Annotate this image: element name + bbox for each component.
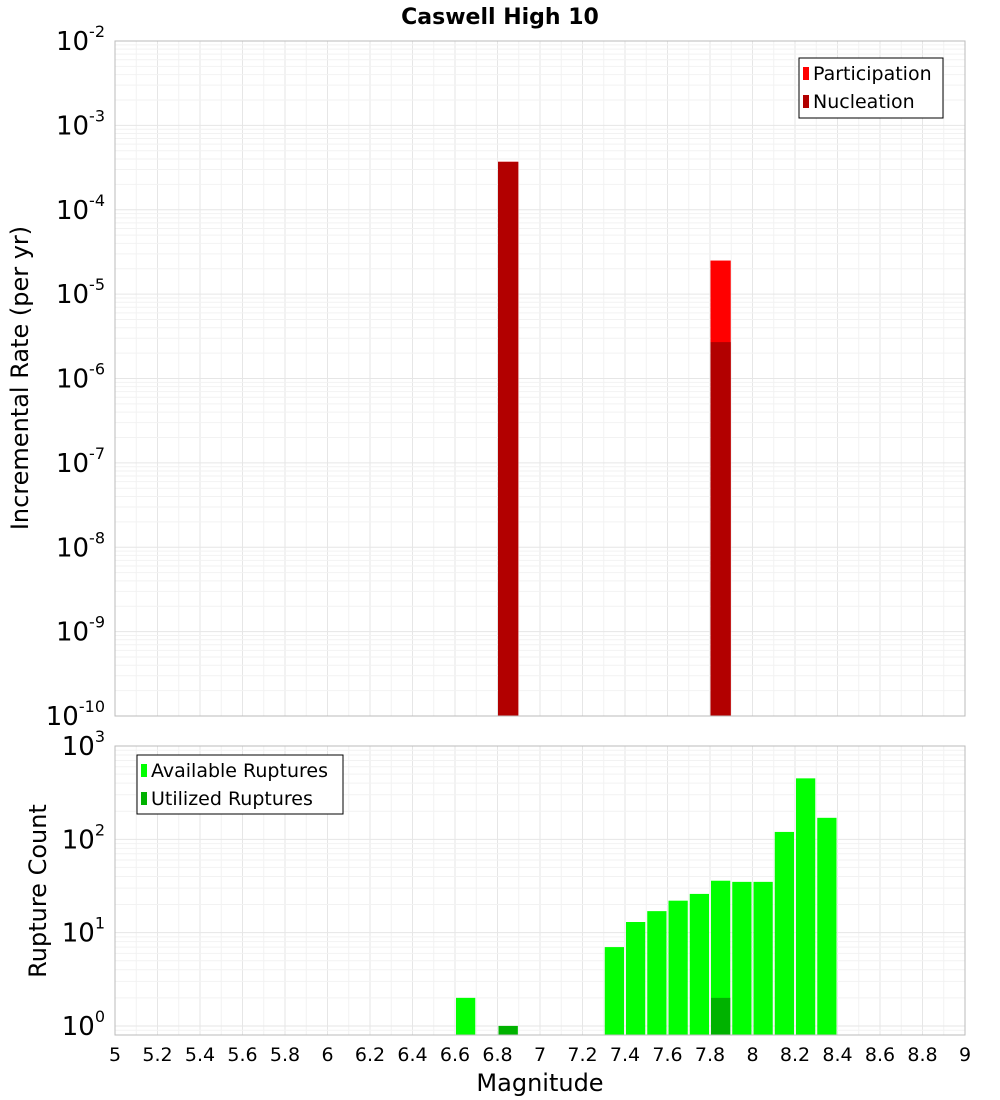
- count-legend-swatch: [141, 764, 147, 777]
- count-bar-utilized-ruptures: [711, 997, 731, 1035]
- x-tick-label: 5.6: [227, 1044, 257, 1066]
- x-tick-label: 8.4: [822, 1044, 852, 1066]
- x-tick-label: 5.8: [270, 1044, 300, 1066]
- rate-legend-swatch: [803, 67, 809, 80]
- x-tick-label: 5: [109, 1044, 121, 1066]
- count-y-tick-label: 103: [62, 727, 105, 762]
- x-tick-label: 7.8: [695, 1044, 725, 1066]
- rate-legend-swatch: [803, 95, 809, 108]
- count-bar-available-ruptures: [689, 893, 709, 1035]
- x-tick-label: 8.6: [865, 1044, 895, 1066]
- rate-y-tick-label: 10-3: [56, 106, 105, 141]
- count-plot-frame: [114, 745, 966, 1036]
- rate-y-tick-label: 10-10: [46, 697, 105, 732]
- count-y-tick-label: 100: [62, 1007, 105, 1042]
- count-bar-utilized-ruptures: [498, 1025, 518, 1035]
- count-bar-available-ruptures: [732, 881, 752, 1035]
- rate-y-tick-label: 10-6: [56, 360, 105, 395]
- rate-y-tick-label: 10-5: [56, 275, 105, 310]
- count-y-tick-label: 102: [62, 820, 105, 855]
- count-bar-available-ruptures: [626, 922, 646, 1035]
- x-tick-label: 8.8: [907, 1044, 937, 1066]
- count-legend-swatch: [141, 792, 147, 805]
- count-legend: Available Ruptures Utilized Ruptures: [136, 754, 344, 815]
- rate-plot-frame: [114, 40, 966, 717]
- rate-y-tick-label: 10-8: [56, 528, 105, 563]
- x-tick-label: 7.4: [610, 1044, 640, 1066]
- rate-legend-box: [798, 57, 944, 119]
- x-axis-label: Magnitude: [476, 1069, 603, 1097]
- count-legend-label: Available Ruptures: [151, 760, 328, 782]
- rate-y-tick-label: 10-9: [56, 613, 105, 648]
- count-bar-available-ruptures: [711, 880, 731, 1035]
- rate-y-tick-label: 10-7: [56, 444, 105, 479]
- count-y-axis-label: Rupture Count: [24, 804, 52, 978]
- rate-legend-label: Nucleation: [813, 91, 915, 113]
- count-bar-available-ruptures: [753, 881, 773, 1035]
- chart-title: Caswell High 10: [401, 5, 599, 30]
- x-tick-label: 5.2: [142, 1044, 172, 1066]
- rate-legend-label: Participation: [813, 63, 932, 85]
- count-bar-available-ruptures: [774, 831, 794, 1035]
- count-bar-available-ruptures: [796, 778, 816, 1035]
- x-tick-label: 8.2: [780, 1044, 810, 1066]
- count-y-tick-label: 101: [62, 914, 105, 949]
- x-tick-label: 8: [746, 1044, 758, 1066]
- rate-y-tick-label: 10-2: [56, 22, 105, 57]
- count-bar-available-ruptures: [647, 911, 667, 1035]
- x-tick-label: 7.6: [652, 1044, 682, 1066]
- x-tick-label: 6.6: [440, 1044, 470, 1066]
- rate-legend: Participation Nucleation: [798, 57, 944, 119]
- count-bar-available-ruptures: [604, 947, 624, 1035]
- rate-y-axis-label: Incremental Rate (per yr): [6, 226, 34, 530]
- rate-panel: 10-10 10-9 10-8 10-7 10-6 10-5 10-4 10-3 10-2 Par…: [46, 22, 966, 732]
- x-tick-label: 6: [321, 1044, 333, 1066]
- rate-y-tick-label: 10-4: [56, 191, 105, 226]
- count-bar-available-ruptures: [817, 817, 837, 1035]
- x-tick-label: 5.4: [185, 1044, 215, 1066]
- count-bar-available-ruptures: [456, 997, 476, 1035]
- rate-bar-nucleation: [710, 342, 731, 716]
- rate-bar-nucleation: [498, 161, 519, 716]
- count-legend-box: [136, 754, 344, 815]
- count-bar-available-ruptures: [668, 900, 688, 1035]
- count-legend-label: Utilized Ruptures: [151, 788, 313, 810]
- x-tick-label: 7: [534, 1044, 546, 1066]
- x-tick-label: 6.2: [355, 1044, 385, 1066]
- x-tick-label: 6.8: [482, 1044, 512, 1066]
- x-tick-label: 7.2: [567, 1044, 597, 1066]
- x-tick-label: 9: [959, 1044, 971, 1066]
- x-tick-label: 6.4: [397, 1044, 427, 1066]
